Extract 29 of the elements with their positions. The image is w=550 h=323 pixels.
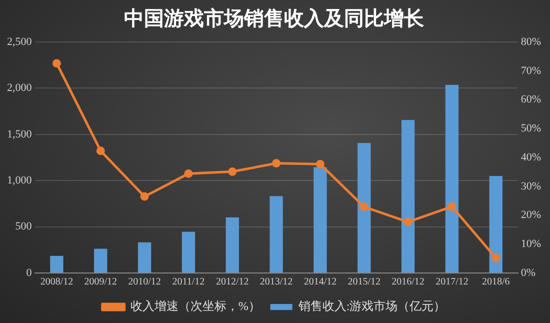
- y-tick-label: 0: [26, 266, 32, 279]
- y2-tick-label: 80%: [520, 36, 542, 48]
- x-tick-label: 2010/12: [128, 276, 161, 288]
- y2-tick-label: 40%: [520, 151, 542, 164]
- y2-tick-label: 0%: [520, 266, 536, 279]
- x-tick-label: 2012/12: [216, 276, 249, 288]
- x-tick-label: 2015/12: [348, 276, 381, 288]
- x-tick-label: 2009/12: [84, 276, 118, 288]
- y2-tick-label: 20%: [520, 209, 542, 222]
- y2-tick-label: 50%: [520, 122, 542, 135]
- y2-tick-label: 60%: [520, 94, 542, 106]
- chart-title: 中国游戏市场销售收入及同比增长: [124, 7, 425, 30]
- x-tick-label: 2017/12: [436, 276, 468, 288]
- y-tick-label: 500: [15, 220, 32, 233]
- x-tick-label: 2013/12: [260, 276, 293, 288]
- x-tick-label: 2008/12: [40, 276, 74, 288]
- legend-label: 销售收入:游戏市场（亿元）: [297, 299, 446, 314]
- x-tick-label: 2011/12: [172, 276, 205, 288]
- x-tick-label: 2018/6: [482, 276, 510, 288]
- y2-tick-label: 70%: [520, 64, 542, 77]
- y2-tick-label: 30%: [520, 180, 542, 192]
- y-tick-label: 2,000: [7, 82, 32, 94]
- legend-label: 收入增速（次坐标，%）: [130, 299, 260, 314]
- y2-tick-label: 10%: [520, 238, 542, 250]
- x-tick-label: 2016/12: [392, 276, 424, 288]
- y-tick-label: 1,000: [7, 174, 32, 186]
- x-tick-label: 2014/12: [304, 276, 337, 288]
- y-tick-label: 1,500: [7, 128, 32, 140]
- y-tick-label: 2,500: [7, 36, 32, 48]
